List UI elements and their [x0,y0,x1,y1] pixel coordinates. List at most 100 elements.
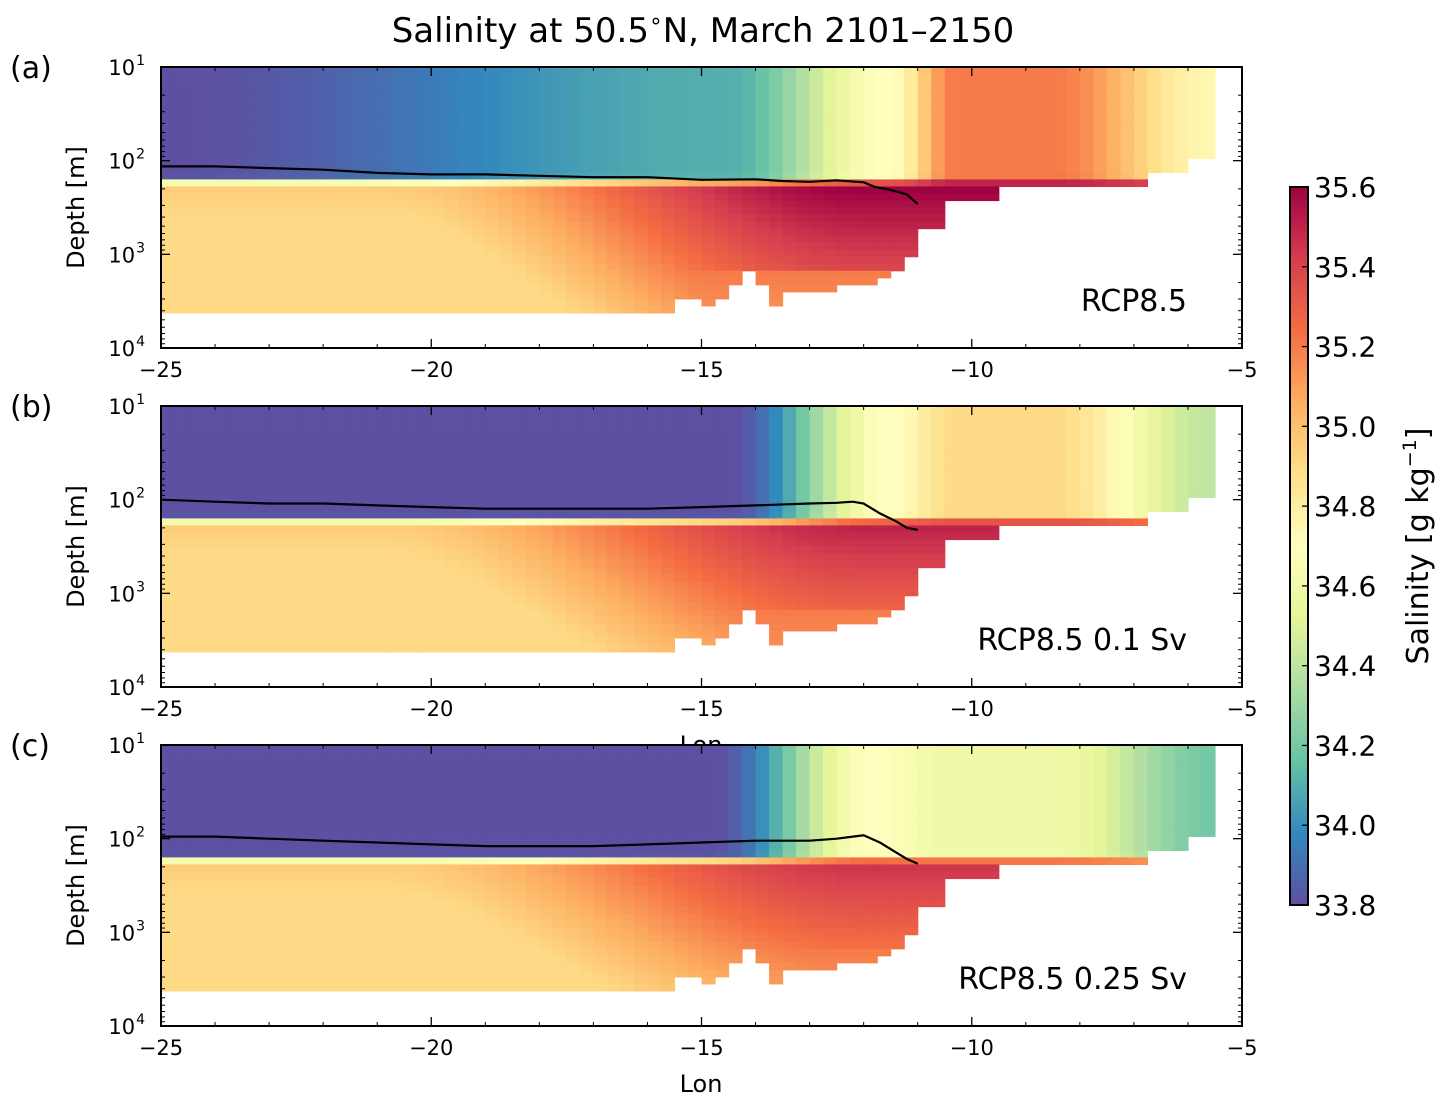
heatmap-cell [269,469,283,477]
heatmap-cell [1039,462,1053,470]
heatmap-cell [323,264,337,272]
heatmap-cell [891,81,905,89]
heatmap-cell [283,67,297,75]
heatmap-cell [404,596,418,604]
heatmap-cell [364,561,378,569]
heatmap-cell [1201,462,1215,470]
heatmap-cell [620,420,634,428]
heatmap-cell [607,427,621,435]
heatmap-cell [175,208,189,216]
heatmap-cell [310,208,324,216]
heatmap-cell [161,144,175,152]
heatmap-cell [729,539,743,547]
heatmap-cell [850,596,864,604]
heatmap-cell [283,74,297,82]
heatmap-cell [242,603,256,611]
heatmap-cell [877,151,891,159]
heatmap-cell [620,74,634,82]
heatmap-cell [215,928,229,936]
heatmap-cell [418,116,432,124]
heatmap-cell [431,568,445,576]
heatmap-cell [877,476,891,484]
heatmap-cell [593,285,607,293]
heatmap-cell [647,102,661,110]
heatmap-cell [215,229,229,237]
heatmap-cell [837,215,851,223]
heatmap-cell [593,137,607,145]
heatmap-cell [796,271,810,279]
heatmap-cell [769,490,783,498]
heatmap-cell [418,525,432,533]
heatmap-cell [796,420,810,428]
heatmap-cell [877,575,891,583]
heatmap-cell [810,420,824,428]
heatmap-cell [242,532,256,540]
heatmap-cell [674,575,688,583]
heatmap-cell [796,582,810,590]
heatmap-cell [458,278,472,286]
heatmap-cell [566,413,580,421]
heatmap-cell [283,624,297,632]
heatmap-cell [472,645,486,653]
heatmap-cell [161,857,175,865]
heatmap-cell [458,638,472,646]
heatmap-cell [864,208,878,216]
heatmap-cell [985,123,999,131]
heatmap-cell [864,610,878,618]
heatmap-cell [242,88,256,96]
heatmap-cell [593,511,607,519]
heatmap-cell [985,193,999,201]
heatmap-cell [823,278,837,286]
heatmap-cell [796,490,810,498]
heatmap-cell [161,102,175,110]
heatmap-cell [445,462,459,470]
heatmap-cell [810,532,824,540]
heatmap-cell [1039,158,1053,166]
heatmap-cell [729,469,743,477]
heatmap-cell [999,406,1013,414]
heatmap-cell [593,568,607,576]
heatmap-cell [1026,427,1040,435]
heatmap-cell [620,631,634,639]
heatmap-cell [256,306,270,314]
scenario-label: RCP8.5 [1081,284,1187,319]
heatmap-cell [377,102,391,110]
heatmap-cell [296,511,310,519]
heatmap-cell [1147,151,1161,159]
heatmap-cell [256,285,270,293]
heatmap-cell [229,455,243,463]
heatmap-cell [539,186,553,194]
heatmap-cell [526,638,540,646]
heatmap-cell [1080,116,1094,124]
heatmap-cell [445,554,459,562]
heatmap-cell [1188,406,1202,414]
heatmap-cell [188,151,202,159]
heatmap-cell [283,525,297,533]
heatmap-cell [985,504,999,512]
heatmap-cell [296,81,310,89]
heatmap-cell [1107,441,1121,449]
heatmap-cell [188,808,202,816]
heatmap-cell [337,95,351,103]
heatmap-cell [877,427,891,435]
heatmap-cell [945,469,959,477]
heatmap-cell [337,441,351,449]
heatmap-cell [539,137,553,145]
heatmap-cell [229,645,243,653]
heatmap-cell [242,215,256,223]
heatmap-cell [1080,497,1094,505]
heatmap-cell [756,610,770,618]
heatmap-cell [215,871,229,879]
heatmap-cell [877,603,891,611]
heatmap-cell [539,525,553,533]
heatmap-cell [539,427,553,435]
heatmap-cell [634,200,648,208]
heatmap-cell [499,292,513,300]
heatmap-cell [810,476,824,484]
heatmap-cell [485,123,499,131]
heatmap-cell [823,448,837,456]
heatmap-cell [769,172,783,180]
heatmap-cell [1147,95,1161,103]
heatmap-cell [823,575,837,583]
heatmap-cell [350,292,364,300]
